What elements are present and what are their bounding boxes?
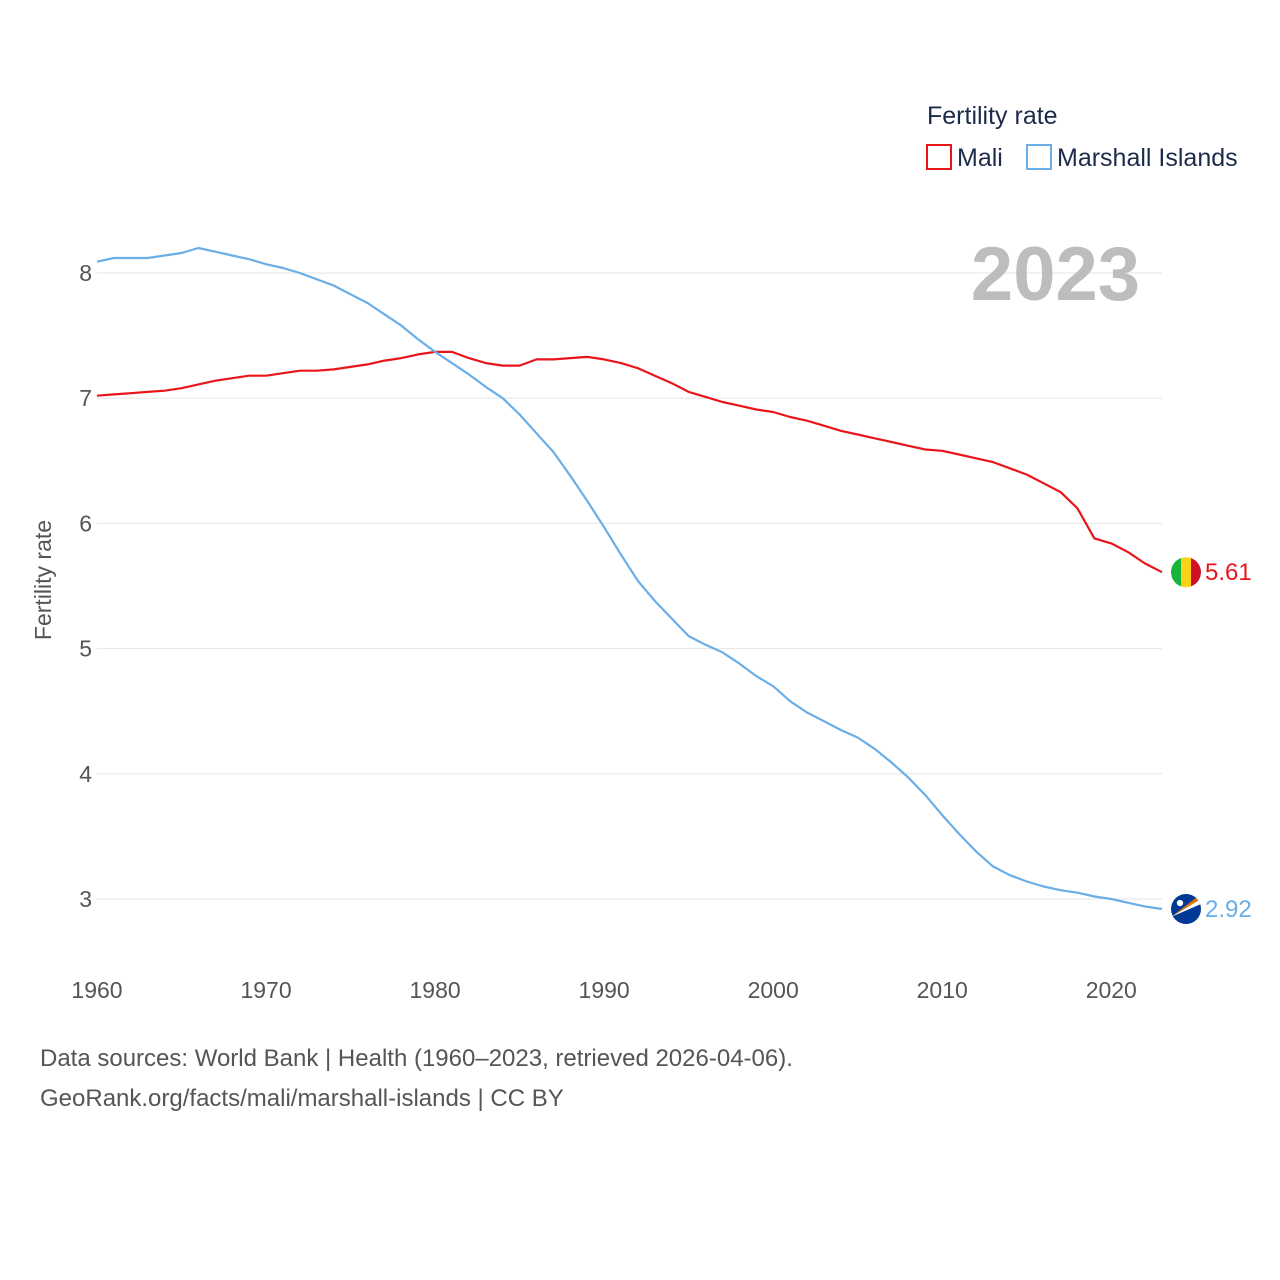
series-lines xyxy=(96,246,1163,911)
legend-label-mali[interactable]: Mali xyxy=(957,144,1003,172)
y-axis-label: Fertility rate xyxy=(30,520,56,640)
y-tick-label-3: 3 xyxy=(79,886,92,912)
end-value-label-marshall-islands: 2.92 xyxy=(1205,896,1252,923)
series-line-marshall-islands[interactable] xyxy=(96,246,1163,911)
legend-label-marshall-islands[interactable]: Marshall Islands xyxy=(1057,144,1238,172)
y-tick-label-8: 8 xyxy=(79,260,92,286)
year-label: 2023 xyxy=(971,232,1140,317)
grid-lines xyxy=(97,272,1162,900)
legend-title: Fertility rate xyxy=(927,102,1058,130)
x-tick-label-2000: 2000 xyxy=(748,977,799,1003)
x-axis-ticks: 1960 1970 1980 1990 2000 2010 2020 xyxy=(71,977,1136,1003)
y-tick-label-5: 5 xyxy=(79,636,92,662)
series-line-mali[interactable] xyxy=(96,350,1163,574)
source-note: Data sources: World Bank | Health (1960–… xyxy=(40,1045,793,1072)
x-tick-label-1980: 1980 xyxy=(410,977,461,1003)
end-value-label-mali: 5.61 xyxy=(1205,559,1252,586)
source-link[interactable]: GeoRank.org/facts/mali/marshall-islands … xyxy=(40,1085,564,1112)
legend-swatch-mali[interactable] xyxy=(926,144,952,170)
y-tick-label-7: 7 xyxy=(79,385,92,411)
x-tick-label-2020: 2020 xyxy=(1086,977,1137,1003)
end-markers: 5.61 2.92 xyxy=(1171,557,1252,925)
x-tick-label-2010: 2010 xyxy=(917,977,968,1003)
y-tick-label-6: 6 xyxy=(79,510,92,536)
x-tick-label-1990: 1990 xyxy=(579,977,630,1003)
legend: Fertility rate Mali Marshall Islands xyxy=(926,102,1238,172)
x-tick-label-1960: 1960 xyxy=(71,977,122,1003)
x-tick-label-1970: 1970 xyxy=(240,977,291,1003)
legend-swatch-marshall-islands[interactable] xyxy=(1026,144,1052,170)
flag-icon-mali xyxy=(1171,557,1201,588)
flag-icon-marshall-islands xyxy=(1171,894,1201,925)
y-tick-label-4: 4 xyxy=(79,761,92,787)
y-axis-ticks: 3 4 5 6 7 8 xyxy=(79,260,92,912)
